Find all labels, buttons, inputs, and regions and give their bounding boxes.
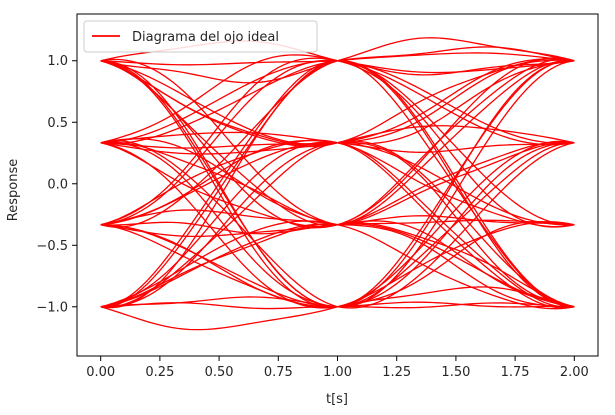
x-axis-label: t[s] [326,392,348,407]
x-tick-label: 0.00 [86,365,115,380]
x-tick-label: 0.25 [145,365,174,380]
y-tick-label: −0.5 [36,239,68,254]
x-tick-label: 1.00 [323,365,352,380]
y-tick-label: −1.0 [36,300,68,315]
eye-trace-line [100,60,575,229]
eye-trace-line [100,60,575,308]
x-tick-label: 0.50 [205,365,234,380]
eye-trace-line [100,60,575,309]
y-axis-ticks: 1.0 0.5 0.0 −0.5 −1.0 [36,54,77,315]
x-tick-label: 1.25 [382,365,411,380]
eye-traces [100,37,575,331]
y-axis-label: Response [6,159,21,221]
x-tick-label: 1.75 [501,365,530,380]
y-tick-label: 1.0 [47,54,68,69]
y-tick-label: 0.5 [47,116,68,131]
legend: Diagrama del ojo ideal [83,20,318,53]
x-axis-ticks: 0.00 0.25 0.50 0.75 1.00 1.25 1.50 1.75 2.00 [86,356,589,380]
x-tick-label: 1.50 [441,365,470,380]
x-tick-label: 0.75 [264,365,293,380]
legend-box [83,20,318,53]
legend-label: Diagrama del ojo ideal [132,30,279,45]
x-tick-label: 2.00 [560,365,589,380]
y-tick-label: 0.0 [47,177,68,192]
